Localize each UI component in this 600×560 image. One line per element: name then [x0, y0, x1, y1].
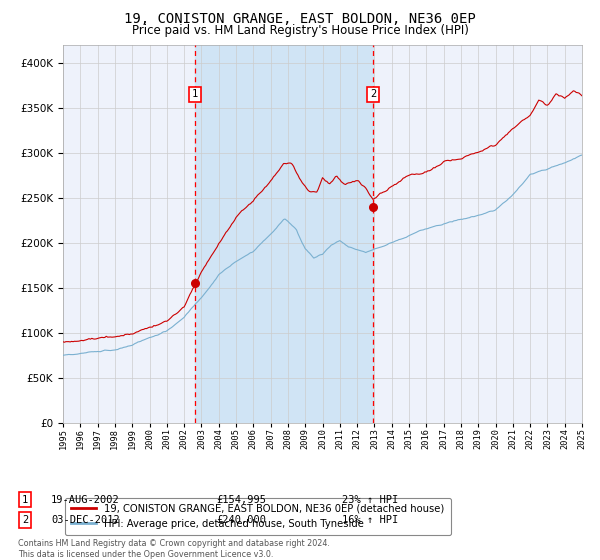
Text: 2: 2	[370, 89, 376, 99]
Text: Contains HM Land Registry data © Crown copyright and database right 2024.: Contains HM Land Registry data © Crown c…	[18, 539, 330, 548]
Text: 2: 2	[22, 515, 28, 525]
Text: 1: 1	[22, 494, 28, 505]
Bar	[195, 45, 373, 423]
Text: 19-AUG-2002: 19-AUG-2002	[51, 494, 120, 505]
Text: £154,995: £154,995	[216, 494, 266, 505]
Text: 23% ↑ HPI: 23% ↑ HPI	[342, 494, 398, 505]
Text: This data is licensed under the Open Government Licence v3.0.: This data is licensed under the Open Gov…	[18, 550, 274, 559]
Text: £240,000: £240,000	[216, 515, 266, 525]
Text: Price paid vs. HM Land Registry's House Price Index (HPI): Price paid vs. HM Land Registry's House …	[131, 24, 469, 37]
Legend: 19, CONISTON GRANGE, EAST BOLDON, NE36 0EP (detached house), HPI: Average price,: 19, CONISTON GRANGE, EAST BOLDON, NE36 0…	[65, 498, 451, 535]
Text: 1: 1	[192, 89, 198, 99]
Text: 16% ↑ HPI: 16% ↑ HPI	[342, 515, 398, 525]
Text: 19, CONISTON GRANGE, EAST BOLDON, NE36 0EP: 19, CONISTON GRANGE, EAST BOLDON, NE36 0…	[124, 12, 476, 26]
Text: 03-DEC-2012: 03-DEC-2012	[51, 515, 120, 525]
